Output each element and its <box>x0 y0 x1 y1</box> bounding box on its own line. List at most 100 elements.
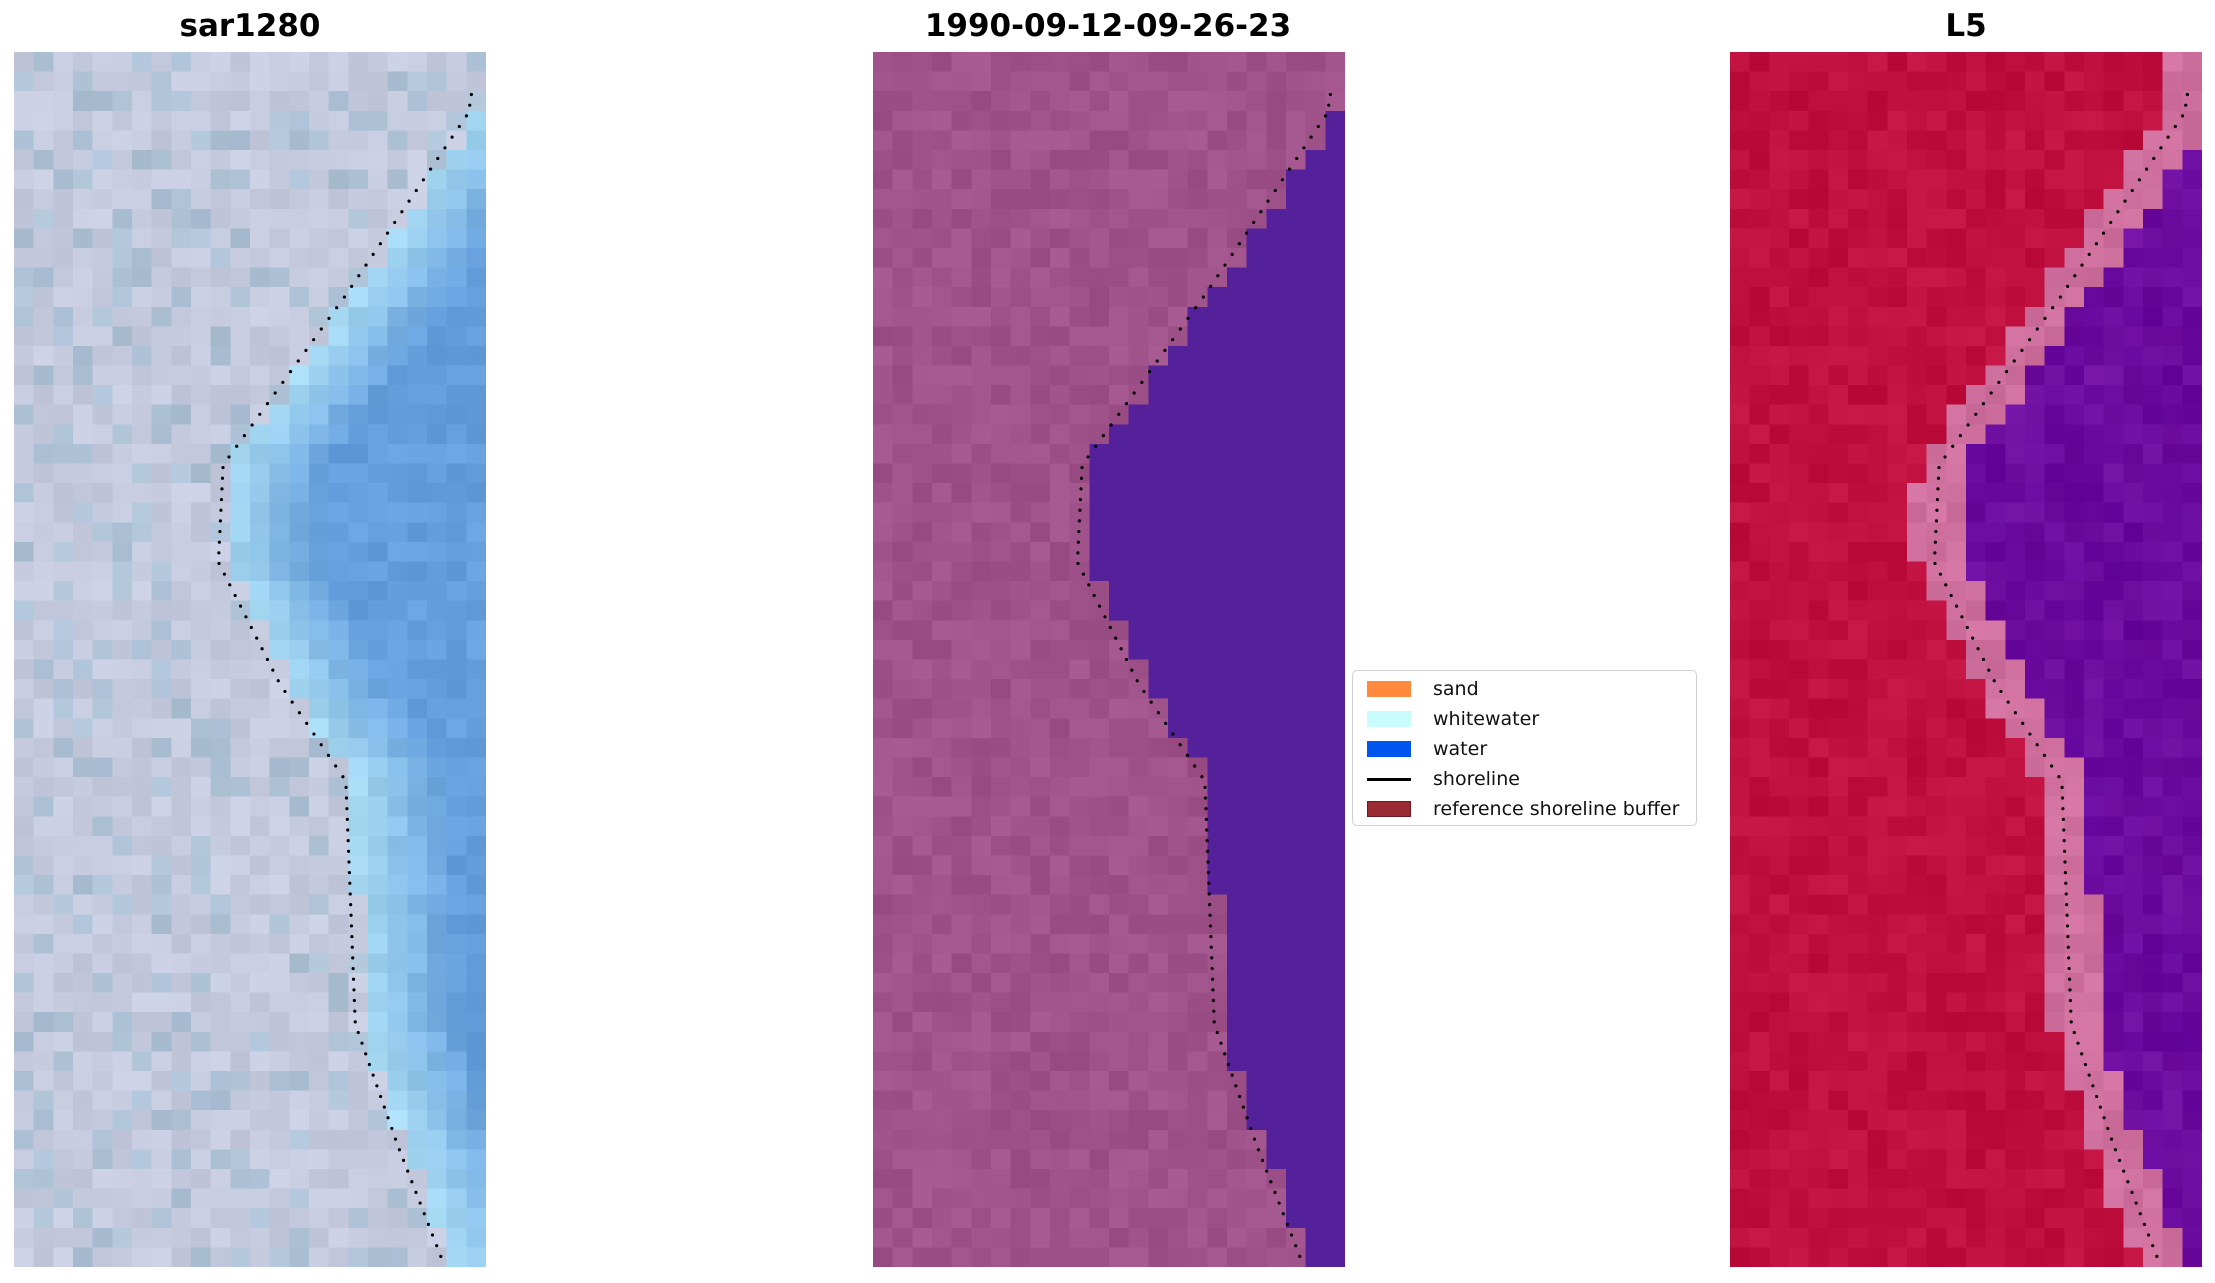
shoreline-point <box>1269 1180 1273 1184</box>
shoreline-point <box>1256 1148 1261 1152</box>
shoreline-point <box>344 785 348 789</box>
shoreline-point <box>1936 476 1941 480</box>
shoreline-point <box>1208 902 1212 907</box>
shoreline-point <box>1949 593 1953 598</box>
shoreline-point <box>371 1073 375 1077</box>
shoreline-point <box>2087 252 2091 257</box>
shoreline-point <box>2080 263 2084 267</box>
classified-image-panel <box>873 52 1345 1267</box>
shoreline-point <box>352 988 356 992</box>
shoreline-point <box>2087 1073 2091 1077</box>
shoreline-point <box>2062 839 2066 843</box>
shoreline-point <box>2155 1254 2159 1258</box>
shoreline-point <box>393 1137 398 1141</box>
shoreline-point <box>1212 1009 1216 1013</box>
shoreline-point <box>1237 242 1241 246</box>
shoreline-point <box>378 242 382 246</box>
shoreline-point <box>327 316 331 320</box>
shoreline-point <box>1076 551 1080 555</box>
shoreline-point <box>242 434 246 438</box>
shoreline-point <box>2006 700 2010 704</box>
shoreline-point <box>2184 103 2188 107</box>
shoreline-point <box>390 1126 394 1131</box>
shoreline-point <box>344 796 349 800</box>
shoreline-point <box>348 881 352 885</box>
legend-label: reference shoreline buffer <box>1433 798 1680 820</box>
shoreline-point <box>1981 657 1986 662</box>
shoreline-point <box>1935 497 1940 502</box>
shoreline-point <box>1234 1084 1238 1088</box>
shoreline-point <box>1210 977 1215 981</box>
legend-item-shoreline: shoreline <box>1367 767 1520 791</box>
shoreline-point <box>1206 860 1210 864</box>
shoreline-point <box>1078 508 1082 512</box>
shoreline-point <box>1078 497 1083 502</box>
shoreline-point <box>1103 615 1107 619</box>
shoreline-point <box>2065 902 2069 907</box>
legend: sand whitewater water shoreline referenc… <box>1352 670 1697 826</box>
shoreline-point <box>265 657 270 662</box>
shoreline-point <box>2004 370 2009 374</box>
shoreline-point <box>305 721 309 725</box>
shoreline-point <box>1997 380 2001 384</box>
shoreline-point <box>1230 1073 1234 1077</box>
shoreline-point <box>2066 945 2070 949</box>
shoreline-point <box>258 412 262 416</box>
shoreline-point <box>2028 732 2032 736</box>
legend-item-whitewater: whitewater <box>1367 707 1539 731</box>
shoreline-point <box>2062 828 2066 832</box>
legend-label: shoreline <box>1433 768 1520 790</box>
sand-swatch <box>1367 681 1411 697</box>
shoreline-point <box>2061 807 2065 811</box>
shoreline-point <box>2144 167 2149 171</box>
shoreline-point <box>353 1020 357 1024</box>
shoreline-point <box>2080 1052 2084 1056</box>
shoreline-point <box>2101 231 2106 235</box>
shoreline-point <box>469 92 473 97</box>
shoreline-point <box>1934 529 1938 534</box>
shoreline-point <box>227 455 231 459</box>
shoreline-point <box>426 1222 430 1226</box>
shoreline-point <box>386 1116 390 1120</box>
shoreline-point <box>1976 647 1980 651</box>
shoreline-point <box>2013 711 2018 715</box>
shoreline-point <box>2012 359 2016 363</box>
shoreline-point <box>436 156 440 161</box>
shoreline-point <box>1938 572 1942 576</box>
shoreline-point <box>1215 1030 1219 1035</box>
shoreline-point <box>2116 210 2120 214</box>
shoreline-point <box>2050 764 2054 768</box>
shoreline-point <box>357 274 361 278</box>
shoreline-point <box>371 252 375 257</box>
shoreline-point <box>217 540 221 544</box>
shoreline-point <box>1081 572 1085 576</box>
legend-item-water: water <box>1367 737 1487 761</box>
shoreline-point <box>1273 188 1277 193</box>
shoreline-point <box>379 1094 383 1099</box>
shoreline-point <box>281 380 285 384</box>
shoreline-point <box>351 966 355 971</box>
shoreline-point <box>1244 231 1249 235</box>
shoreline-point <box>1958 434 1962 438</box>
shoreline-point <box>1987 668 1991 672</box>
shoreline-point <box>1087 583 1091 587</box>
shoreline-point <box>2042 753 2047 757</box>
shoreline-point <box>1965 625 1969 630</box>
shoreline-point <box>1280 178 1285 182</box>
shoreline-point <box>250 423 254 427</box>
shoreline-point <box>360 1041 364 1045</box>
shoreline-point <box>351 977 356 981</box>
shoreline-point <box>2062 849 2067 853</box>
shoreline-point <box>2130 188 2134 193</box>
shoreline-point <box>2051 306 2055 310</box>
shoreline-point <box>393 220 397 225</box>
shoreline-point <box>422 1212 426 1216</box>
shoreline-point <box>1252 1137 1257 1141</box>
shoreline-point <box>1171 338 1175 342</box>
shoreline-point <box>346 839 350 843</box>
shoreline-point <box>1265 1169 1269 1173</box>
shoreline-point <box>418 1201 422 1205</box>
shoreline-point <box>2166 135 2170 139</box>
shoreline-point <box>2067 977 2072 981</box>
shoreline-point <box>276 679 280 683</box>
